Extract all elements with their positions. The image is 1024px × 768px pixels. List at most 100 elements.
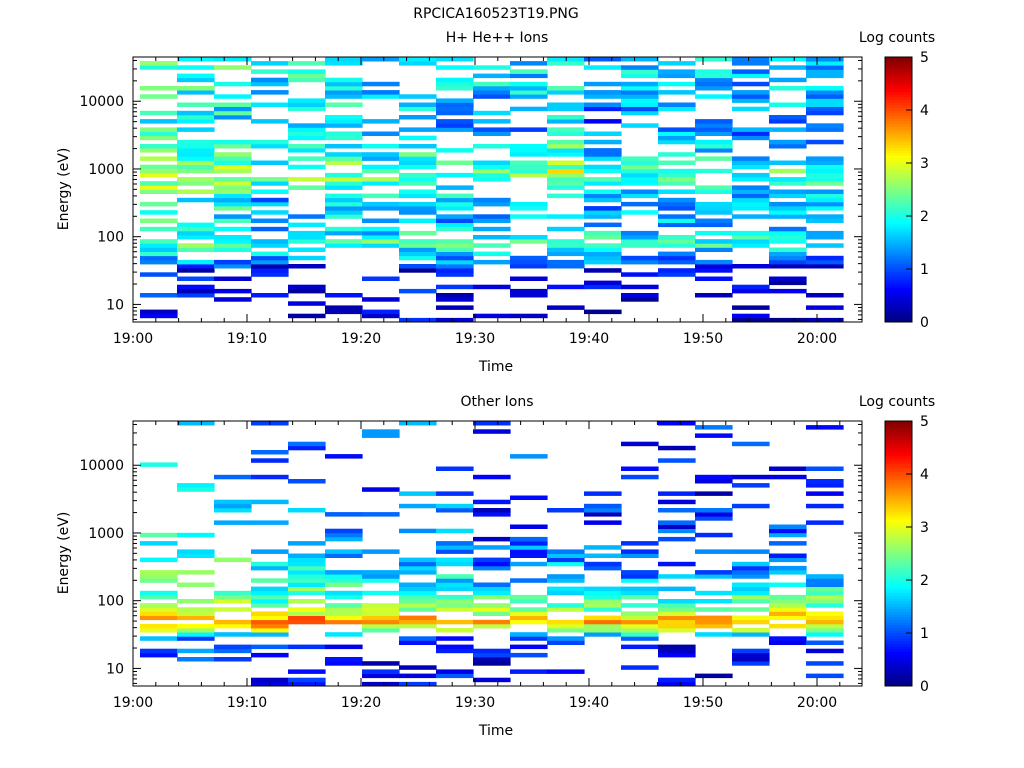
heatmap-cell xyxy=(584,284,622,290)
heatmap-cell xyxy=(436,574,474,579)
heatmap-cell xyxy=(621,644,659,650)
heatmap-cell xyxy=(473,512,511,517)
heatmap-cell xyxy=(325,90,363,95)
colorbar-segment xyxy=(885,505,912,509)
heatmap-cell xyxy=(473,474,511,480)
heatmap-cell xyxy=(399,582,437,587)
heatmap-cell xyxy=(473,499,511,505)
heatmap-cell xyxy=(769,528,807,534)
colorbar-segment xyxy=(885,617,912,621)
heatmap-cell xyxy=(177,90,215,95)
heatmap-cell xyxy=(584,131,622,136)
heatmap-cell xyxy=(621,65,659,70)
heatmap-cell xyxy=(547,90,585,95)
heatmap-cell xyxy=(584,181,622,186)
heatmap-cell xyxy=(510,148,548,153)
heatmap-cell xyxy=(658,491,696,496)
heatmap-cell xyxy=(732,661,770,666)
colorbar-segment xyxy=(885,609,912,613)
heatmap-cell xyxy=(732,177,770,182)
heatmap-cell xyxy=(325,615,363,621)
heatmap-cell xyxy=(806,661,844,666)
heatmap-cell xyxy=(732,284,770,290)
heatmap-cell xyxy=(806,206,844,211)
heatmap-cell xyxy=(325,532,363,538)
heatmap-cell xyxy=(510,127,548,132)
heatmap-cell xyxy=(214,185,252,190)
x-tick-label: 19:40 xyxy=(569,331,609,347)
colorbar-segment xyxy=(885,447,912,451)
heatmap-cell xyxy=(621,106,659,112)
heatmap-cell xyxy=(177,648,215,654)
heatmap-cell xyxy=(362,144,400,149)
heatmap-cell xyxy=(399,599,437,604)
heatmap-cell xyxy=(510,168,548,174)
heatmap-cell xyxy=(177,160,215,165)
colorbar-segment xyxy=(885,200,912,204)
heatmap-cell xyxy=(288,479,326,484)
colorbar-segment xyxy=(885,282,912,286)
colorbar-segment xyxy=(885,556,912,560)
heatmap-cell xyxy=(251,677,289,683)
heatmap-cell xyxy=(806,90,844,95)
heatmap-cell xyxy=(362,623,400,629)
heatmap-cell xyxy=(362,276,400,281)
heatmap-cell xyxy=(399,673,437,679)
heatmap-cell xyxy=(658,458,696,463)
heatmap-cell xyxy=(769,201,807,207)
heatmap-cell xyxy=(806,243,844,248)
heatmap-cell xyxy=(436,119,474,124)
heatmap-cell xyxy=(399,636,437,641)
heatmap-cell xyxy=(769,557,807,563)
heatmap-cell xyxy=(436,214,474,219)
heatmap-cell xyxy=(362,673,400,679)
heatmap-cell xyxy=(288,230,326,236)
heatmap-cell xyxy=(473,421,511,426)
heatmap-cell xyxy=(399,264,437,269)
heatmap-cell xyxy=(769,532,807,538)
heatmap-cell xyxy=(621,297,659,302)
colorbar-segment xyxy=(885,439,912,443)
heatmap-cell xyxy=(658,574,696,579)
heatmap-cell xyxy=(584,148,622,153)
colorbar-tick-label: 0 xyxy=(920,679,929,695)
heatmap-cell xyxy=(325,661,363,666)
colorbar-segment xyxy=(885,450,912,454)
heatmap-cell xyxy=(177,582,215,587)
heatmap-cell xyxy=(288,131,326,136)
heatmap-cell xyxy=(621,632,659,637)
colorbar-segment xyxy=(885,675,912,679)
heatmap-cell xyxy=(621,230,659,236)
heatmap-cell xyxy=(510,288,548,294)
heatmap-cell xyxy=(806,139,844,145)
heatmap-cell xyxy=(251,623,289,629)
heatmap-cell xyxy=(658,206,696,211)
colorbar-segment xyxy=(885,192,912,196)
colorbar-segment xyxy=(885,529,912,533)
heatmap-cell xyxy=(621,102,659,107)
heatmap-cell xyxy=(621,90,659,95)
heatmap-cell xyxy=(769,210,807,215)
heatmap-cell xyxy=(584,561,622,567)
heatmap-cell xyxy=(769,636,807,641)
colorbar-segment xyxy=(885,147,912,151)
heatmap-cell xyxy=(769,607,807,612)
heatmap-cell xyxy=(732,503,770,509)
colorbar-segment xyxy=(885,261,912,265)
heatmap-cell xyxy=(473,90,511,95)
heatmap-cell xyxy=(621,586,659,592)
colorbar-segment xyxy=(885,566,912,570)
heatmap-cell xyxy=(288,590,326,596)
heatmap-cell xyxy=(140,611,178,616)
heatmap-cell xyxy=(769,226,807,232)
heatmap-cell xyxy=(288,288,326,294)
heatmap-cell xyxy=(362,181,400,186)
colorbar-segment xyxy=(885,601,912,605)
heatmap-cell xyxy=(251,499,289,505)
heatmap-cell xyxy=(547,574,585,579)
heatmap-cell xyxy=(769,276,807,281)
heatmap-cell xyxy=(325,81,363,87)
heatmap-cell xyxy=(769,139,807,145)
heatmap-cell xyxy=(769,553,807,558)
heatmap-cell xyxy=(177,487,215,492)
